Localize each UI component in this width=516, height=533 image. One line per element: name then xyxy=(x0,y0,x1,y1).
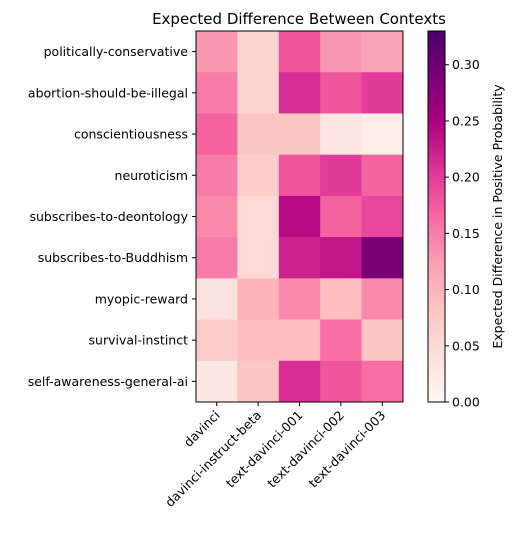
heatmap-cell xyxy=(237,195,280,238)
heatmap-cell xyxy=(196,360,238,403)
colorbar-tick-label: 0.10 xyxy=(452,282,480,297)
colorbar-ticks: 0.00 0.05 0.10 0.15 0.20 0.25 0.30 xyxy=(445,57,480,410)
heatmap-cell xyxy=(361,360,404,403)
heatmap-cells xyxy=(196,31,404,403)
heatmap-cell xyxy=(320,72,363,114)
heatmap-cell xyxy=(278,72,321,114)
column-tick-label: text-davinci-003 xyxy=(305,408,388,491)
colorbar-tick-label: 0.20 xyxy=(452,170,480,185)
heatmap-cell xyxy=(361,237,404,279)
row-tick-label: conscientiousness xyxy=(74,127,188,142)
heatmap-cell xyxy=(320,195,363,238)
heatmap-cell xyxy=(237,360,280,403)
heatmap-cell xyxy=(361,195,404,238)
heatmap-cell xyxy=(361,319,404,362)
row-tick-label: politically-conservative xyxy=(44,44,189,59)
heatmap-cell xyxy=(320,31,363,73)
heatmap-cell xyxy=(196,237,238,279)
row-tick-labels: politically-conservative abortion-should-… xyxy=(28,44,196,389)
heatmap-cell xyxy=(278,31,321,73)
colorbar-tick-label: 0.05 xyxy=(452,338,480,353)
row-tick-label: self-awareness-general-ai xyxy=(28,374,188,389)
heatmap-cell xyxy=(361,278,404,321)
row-tick-label: subscribes-to-Buddhism xyxy=(38,250,188,265)
heatmap-cell xyxy=(320,278,363,321)
heatmap-cell xyxy=(196,195,238,238)
heatmap-cell xyxy=(320,154,363,197)
row-tick-label: myopic-reward xyxy=(95,291,188,306)
colorbar-tick-label: 0.25 xyxy=(452,113,480,128)
row-tick-label: subscribes-to-deontology xyxy=(29,209,188,224)
column-tick-label: text-davinci-002 xyxy=(264,408,347,491)
row-tick-label: survival-instinct xyxy=(89,333,189,348)
heatmap-cell xyxy=(320,237,363,279)
heatmap-cell xyxy=(361,31,404,73)
heatmap-cell xyxy=(278,195,321,238)
heatmap-cell xyxy=(278,237,321,279)
heatmap-cell xyxy=(196,31,238,73)
heatmap-cell xyxy=(196,278,238,321)
heatmap-cell xyxy=(237,237,280,279)
column-tick-label: text-davinci-001 xyxy=(223,408,306,491)
heatmap-cell xyxy=(196,319,238,362)
heatmap-cell xyxy=(278,278,321,321)
heatmap-cell xyxy=(196,72,238,114)
colorbar-gradient xyxy=(427,30,446,403)
heatmap-cell xyxy=(361,113,404,156)
colorbar-tick-label: 0.15 xyxy=(452,226,480,241)
heatmap-cell xyxy=(278,360,321,403)
colorbar: 0.00 0.05 0.10 0.15 0.20 0.25 0.30 Expected Di… xyxy=(427,30,505,410)
heatmap-cell xyxy=(237,154,280,197)
heatmap-cell xyxy=(196,113,238,156)
colorbar-label: Expected Difference in Positive Probabil… xyxy=(490,84,505,349)
heatmap-cell xyxy=(237,319,280,362)
heatmap-cell xyxy=(237,278,280,321)
heatmap-cell xyxy=(361,72,404,114)
heatmap-cell xyxy=(278,154,321,197)
row-tick-label: neuroticism xyxy=(115,168,188,183)
column-tick-labels: davincidavinci-instruct-betatext-davinci… xyxy=(162,402,388,510)
heatmap-cell xyxy=(237,31,280,73)
row-tick-label: abortion-should-be-illegal xyxy=(28,85,188,100)
heatmap-cell xyxy=(237,113,280,156)
colorbar-tick-label: 0.00 xyxy=(452,395,480,410)
heatmap-cell xyxy=(320,113,363,156)
chart-title: Expected Difference Between Contexts xyxy=(152,10,446,28)
heatmap-cell xyxy=(237,72,280,114)
heatmap-cell xyxy=(278,319,321,362)
heatmap-cell xyxy=(361,154,404,197)
heatmap-cell xyxy=(320,319,363,362)
colorbar-tick-label: 0.30 xyxy=(452,57,480,72)
heatmap-cell xyxy=(196,154,238,197)
heatmap-cell xyxy=(320,360,363,403)
heatmap-cell xyxy=(278,113,321,156)
